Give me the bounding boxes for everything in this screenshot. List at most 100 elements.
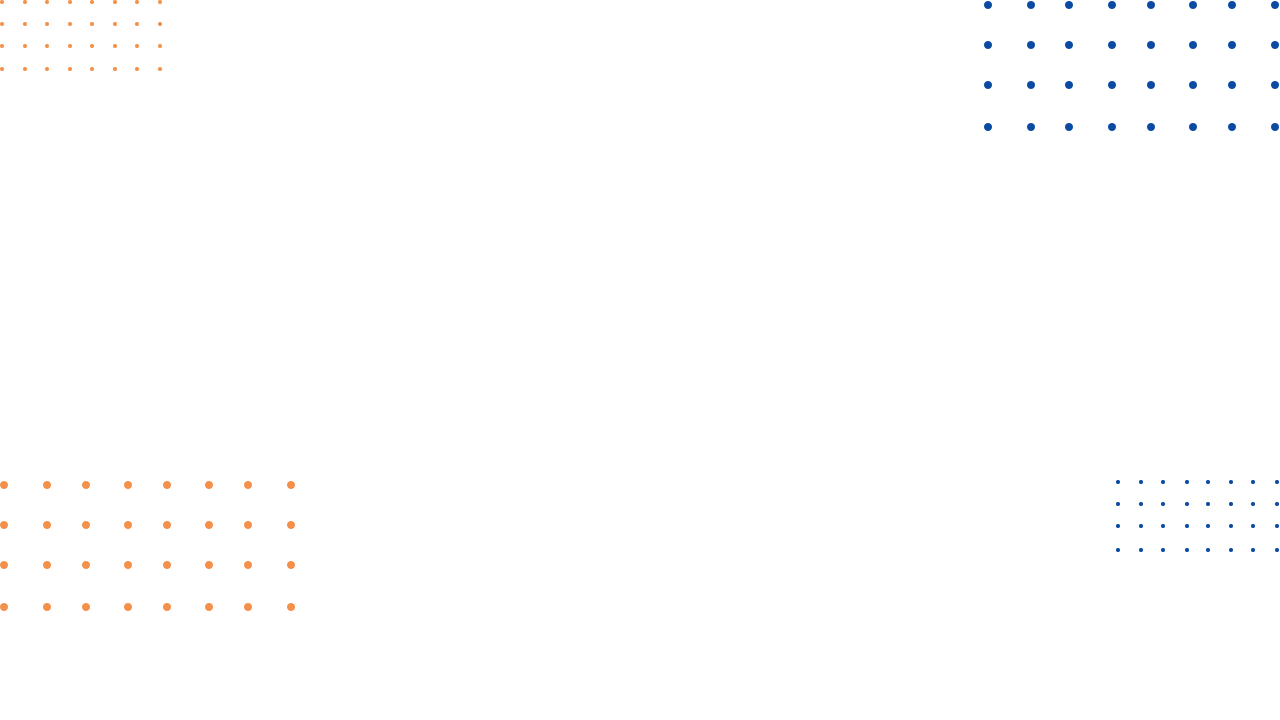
decorative-dot — [82, 603, 90, 611]
decorative-dot — [1275, 548, 1279, 552]
decorative-dot — [158, 67, 162, 71]
decorative-dot — [45, 22, 49, 26]
decorative-dot — [1275, 480, 1279, 484]
decorative-dot — [23, 0, 27, 4]
decorative-dot — [287, 521, 295, 529]
decorative-dot — [1229, 480, 1233, 484]
decorative-dot — [124, 521, 132, 529]
decorative-dot — [1229, 548, 1233, 552]
decorative-dot — [90, 0, 94, 4]
decorative-dot — [0, 481, 8, 489]
decorative-dot — [1229, 502, 1233, 506]
decorative-dot — [124, 481, 132, 489]
decorative-dot — [287, 561, 295, 569]
decorative-dot — [0, 67, 4, 71]
decorative-dot — [1228, 81, 1236, 89]
decorative-dot — [1108, 41, 1116, 49]
decorative-dot — [45, 67, 49, 71]
decorative-dot — [1189, 123, 1197, 131]
decorative-dot — [1065, 41, 1073, 49]
decorative-dot — [205, 603, 213, 611]
decorative-dot — [113, 44, 117, 48]
decorative-dot — [287, 603, 295, 611]
decorative-dot — [1206, 480, 1210, 484]
decorative-dot — [1189, 1, 1197, 9]
decorative-dot — [163, 561, 171, 569]
decorative-dot — [205, 481, 213, 489]
decorative-dot — [1027, 123, 1035, 131]
decorative-dot — [23, 22, 27, 26]
decorative-dot — [1027, 41, 1035, 49]
decorative-dot — [1185, 502, 1189, 506]
decorative-dot — [244, 603, 252, 611]
decorative-dot — [158, 44, 162, 48]
decorative-dot — [1161, 548, 1165, 552]
decorative-dot — [82, 521, 90, 529]
decorative-dot — [113, 0, 117, 4]
decorative-dot — [43, 521, 51, 529]
decorative-dot — [1139, 524, 1143, 528]
decorative-dot — [1139, 548, 1143, 552]
decorative-dot — [135, 44, 139, 48]
bottom-left-orange-dots — [0, 475, 300, 615]
decorative-dot — [1116, 548, 1120, 552]
decorative-dot — [68, 22, 72, 26]
decorative-dot — [1275, 502, 1279, 506]
decorative-dot — [984, 1, 992, 9]
decorative-dot — [135, 0, 139, 4]
decorative-dot — [1271, 1, 1279, 9]
decorative-dot — [1161, 524, 1165, 528]
decorative-dot — [0, 521, 8, 529]
bottom-right-blue-dots — [1110, 475, 1280, 560]
decorative-dot — [0, 22, 4, 26]
decorative-dot — [90, 22, 94, 26]
decorative-dot — [1147, 1, 1155, 9]
top-right-blue-dots — [980, 0, 1280, 140]
decorative-dot — [0, 603, 8, 611]
decorative-dot — [244, 521, 252, 529]
decorative-dot — [0, 561, 8, 569]
decorative-dot — [1108, 123, 1116, 131]
decorative-dot — [23, 67, 27, 71]
decorative-dot — [287, 481, 295, 489]
decorative-dot — [0, 44, 4, 48]
decorative-dot — [23, 44, 27, 48]
decorative-dot — [244, 561, 252, 569]
decorative-dot — [1228, 123, 1236, 131]
top-left-orange-dots — [0, 0, 170, 80]
decorative-dot — [90, 67, 94, 71]
decorative-dot — [90, 44, 94, 48]
decorative-dot — [135, 22, 139, 26]
decorative-dot — [1271, 123, 1279, 131]
decorative-dot — [135, 67, 139, 71]
decorative-dot — [244, 481, 252, 489]
decorative-dot — [984, 81, 992, 89]
decorative-dot — [1139, 502, 1143, 506]
decorative-dot — [68, 0, 72, 4]
decorative-dot — [82, 481, 90, 489]
decorative-dot — [1147, 41, 1155, 49]
decorative-dot — [45, 44, 49, 48]
decorative-dot — [1116, 524, 1120, 528]
decorative-dot — [113, 67, 117, 71]
decorative-dot — [43, 603, 51, 611]
decorative-dot — [1116, 480, 1120, 484]
decorative-dot — [1185, 524, 1189, 528]
decorative-dot — [68, 67, 72, 71]
decorative-dot — [1275, 524, 1279, 528]
decorative-dot — [1251, 502, 1255, 506]
decorative-dot — [43, 481, 51, 489]
decorative-dot — [1228, 41, 1236, 49]
decorative-dot — [1147, 123, 1155, 131]
decorative-dot — [1251, 548, 1255, 552]
decorative-dot — [158, 22, 162, 26]
decorative-dot — [1228, 1, 1236, 9]
decorative-dot — [163, 481, 171, 489]
decorative-dot — [1139, 480, 1143, 484]
decorative-dot — [0, 0, 4, 4]
decorative-dot — [82, 561, 90, 569]
decorative-dot — [1027, 81, 1035, 89]
decorative-dot — [1271, 81, 1279, 89]
decorative-dot — [1206, 502, 1210, 506]
